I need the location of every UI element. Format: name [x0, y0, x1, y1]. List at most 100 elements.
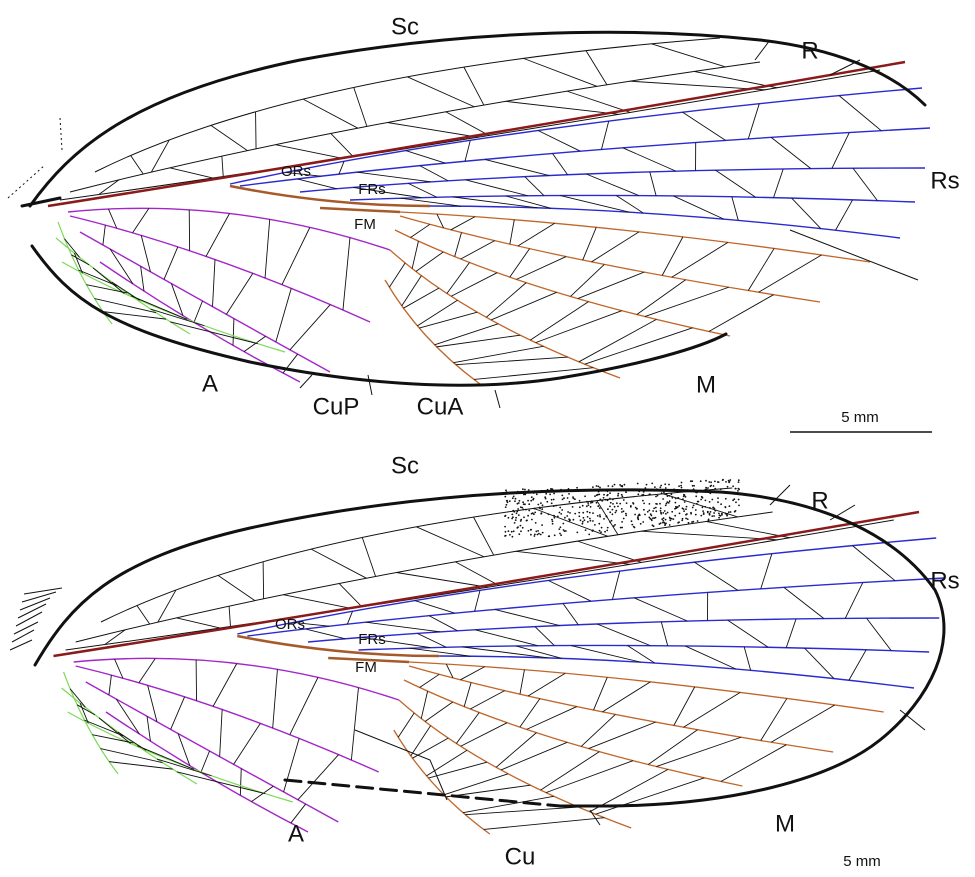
- cross-vein: [396, 573, 487, 588]
- stipple: [589, 512, 591, 514]
- cross-vein: [416, 527, 484, 557]
- stipple: [657, 495, 659, 497]
- stipple: [730, 511, 732, 513]
- stipple: [637, 483, 639, 485]
- cross-vein: [95, 299, 156, 313]
- cross-vein: [305, 629, 345, 639]
- cross-vein: [715, 170, 755, 197]
- stipple: [592, 520, 594, 522]
- cross-vein: [674, 687, 695, 726]
- stipple: [540, 502, 542, 504]
- stipple: [621, 494, 623, 496]
- stipple: [703, 513, 705, 515]
- cross-vein: [475, 630, 538, 646]
- stipple: [606, 495, 608, 497]
- cross-vein: [116, 699, 139, 734]
- stipple: [610, 502, 612, 504]
- stipple: [662, 498, 664, 500]
- label: Rs: [930, 167, 959, 194]
- stipple: [738, 488, 740, 490]
- stipple: [511, 514, 513, 516]
- stipple: [695, 509, 697, 511]
- stipple: [708, 520, 710, 522]
- stipple: [548, 535, 550, 537]
- stipple: [518, 514, 520, 516]
- stipple: [735, 488, 737, 490]
- stipple: [599, 499, 601, 501]
- stipple: [707, 487, 709, 489]
- cross-vein: [839, 96, 881, 131]
- label: M: [696, 371, 716, 398]
- stipple: [662, 512, 664, 514]
- stipple: [667, 512, 669, 514]
- stipple: [702, 497, 704, 499]
- stipple: [693, 485, 695, 487]
- cross-vein: [672, 242, 728, 277]
- stipple: [707, 512, 709, 514]
- cross-vein: [229, 606, 230, 626]
- cross-vein: [525, 177, 544, 196]
- stipple: [592, 512, 594, 514]
- stipple: [668, 484, 670, 486]
- stipple: [607, 527, 609, 529]
- stipple: [599, 507, 601, 509]
- stipple: [587, 516, 589, 518]
- stipple: [644, 514, 646, 516]
- stipple: [737, 490, 739, 492]
- stipple: [705, 480, 707, 482]
- cross-vein: [586, 174, 639, 196]
- cross-vein: [501, 742, 567, 770]
- stipple: [535, 522, 537, 524]
- stipple: [728, 480, 730, 482]
- stipple: [652, 510, 654, 512]
- vein-r: [53, 512, 919, 656]
- stipple: [684, 494, 686, 496]
- stipple: [725, 498, 727, 500]
- stipple: [615, 512, 617, 514]
- stipple: [665, 513, 667, 515]
- stipple: [513, 530, 515, 532]
- cross-vein: [634, 598, 688, 621]
- stipple: [525, 509, 527, 511]
- stipple: [592, 530, 594, 532]
- stipple: [588, 534, 590, 536]
- stipple: [709, 514, 711, 516]
- stipple: [522, 501, 524, 503]
- stipple: [553, 499, 555, 501]
- stipple: [620, 527, 622, 529]
- stipple: [564, 517, 566, 519]
- cross-vein: [213, 664, 237, 707]
- cross-vein: [151, 140, 169, 172]
- stipple: [612, 503, 614, 505]
- stipple: [603, 497, 605, 499]
- stipple: [584, 519, 586, 521]
- cross-vein: [709, 295, 774, 332]
- cross-vein: [298, 755, 339, 800]
- stipple: [534, 534, 536, 536]
- cross-vein: [425, 702, 453, 722]
- stipple: [695, 495, 697, 497]
- stipple: [597, 505, 599, 507]
- stipple: [631, 524, 633, 526]
- stipple: [685, 508, 687, 510]
- stipple: [655, 496, 657, 498]
- stipple: [693, 505, 695, 507]
- stipple: [665, 523, 667, 525]
- stipple: [528, 510, 530, 512]
- cross-vein: [694, 562, 738, 590]
- cross-vein: [284, 738, 300, 792]
- cross-vein: [792, 198, 821, 228]
- cross-vein: [774, 169, 784, 198]
- stipple: [685, 496, 687, 498]
- label: R: [801, 37, 818, 64]
- stipple: [537, 530, 539, 532]
- cross-vein: [347, 611, 352, 624]
- stipple: [635, 507, 637, 509]
- cross-vein: [836, 200, 853, 230]
- stipple: [534, 512, 536, 514]
- stipple: [604, 531, 606, 533]
- vein: [308, 618, 939, 642]
- stipple: [690, 512, 692, 514]
- stipple: [713, 512, 715, 514]
- stipple: [599, 516, 601, 518]
